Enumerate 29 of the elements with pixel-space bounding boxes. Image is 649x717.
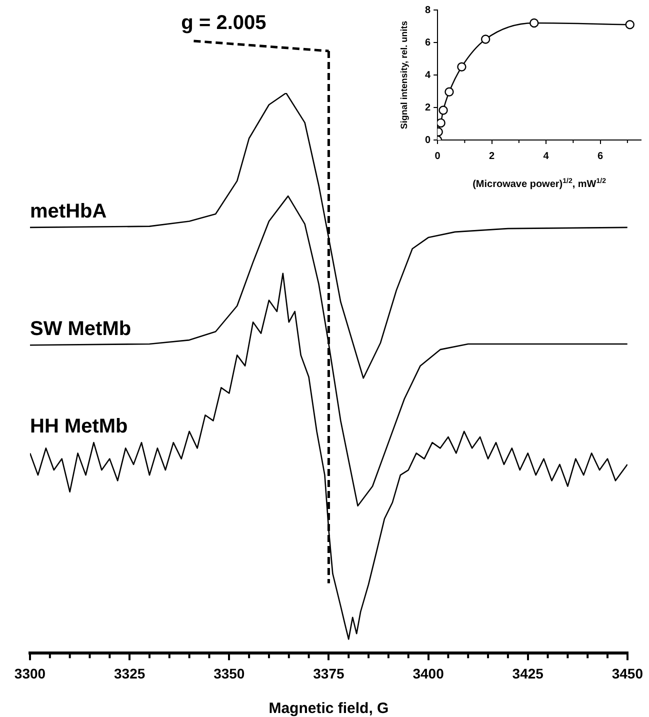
y-tick-label: 6 — [425, 37, 431, 48]
point — [438, 118, 446, 128]
x-tick-label: 3450 — [612, 665, 644, 682]
point — [438, 106, 448, 115]
x-tick-label: 2 — [489, 150, 496, 162]
y-tick-label: 8 — [425, 4, 431, 16]
point — [530, 18, 539, 28]
x-tick-label: 0 — [434, 150, 441, 162]
y-tick-label: 2 — [425, 102, 431, 114]
series-label: metHbA — [30, 200, 107, 222]
x-axis-title: Magnetic field, G — [268, 700, 389, 717]
x-tick-label: 4 — [543, 150, 550, 162]
series-label: SW MetMb — [30, 318, 132, 340]
x-tick-label: 3375 — [313, 665, 344, 682]
point — [444, 87, 454, 96]
x-tick-label: 6 — [598, 150, 604, 162]
point — [457, 62, 466, 72]
series-label: HH MetMb — [30, 416, 128, 438]
point — [625, 20, 634, 30]
y-tick-label: 0 — [425, 134, 431, 146]
text: g = 2.005 — [181, 12, 266, 34]
x-tick-label: 3325 — [114, 665, 146, 682]
y-tick-label: 4 — [425, 70, 431, 81]
x-tick-label: 3425 — [512, 665, 544, 682]
x-tick-label: 3350 — [214, 665, 245, 682]
point — [480, 34, 490, 44]
x-tick-label: 3300 — [14, 665, 46, 682]
y-axis-title: Signal intensity, rel. units — [399, 20, 409, 130]
x-tick-label: 3400 — [412, 665, 444, 682]
